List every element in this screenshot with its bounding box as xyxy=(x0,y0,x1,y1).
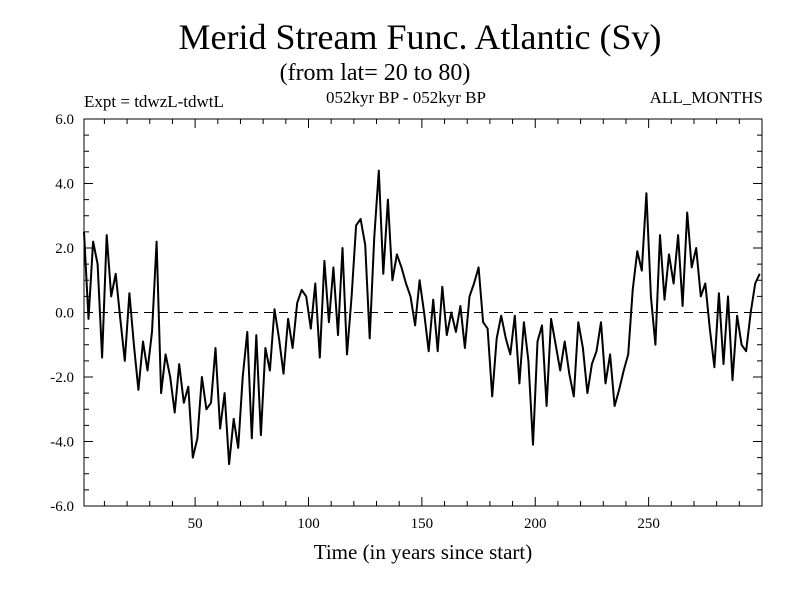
x-tick-label: 250 xyxy=(637,516,660,532)
y-tick-label: 4.0 xyxy=(55,177,74,193)
y-tick-label: 2.0 xyxy=(55,241,74,257)
months-label: ALL_MONTHS xyxy=(649,88,763,107)
y-tick-label: -2.0 xyxy=(50,370,74,386)
x-tick-label: 50 xyxy=(188,516,203,532)
y-tick-label: 6.0 xyxy=(55,112,74,128)
x-tick-label: 100 xyxy=(297,516,320,532)
x-tick-label: 200 xyxy=(524,516,547,532)
chart-title: Merid Stream Func. Atlantic (Sv) xyxy=(178,17,662,57)
x-axis-label: Time (in years since start) xyxy=(313,540,533,564)
experiment-label: Expt = tdwzL-tdwtL xyxy=(84,92,224,111)
period-label: 052kyr BP - 052kyr BP xyxy=(326,88,486,107)
x-tick-label: 150 xyxy=(411,516,434,532)
chart-subtitle: (from lat= 20 to 80) xyxy=(279,60,471,86)
data-line xyxy=(83,169,761,466)
y-tick-label: -6.0 xyxy=(50,499,74,515)
y-tick-label: -4.0 xyxy=(50,435,74,451)
y-tick-label: 0.0 xyxy=(55,306,74,322)
